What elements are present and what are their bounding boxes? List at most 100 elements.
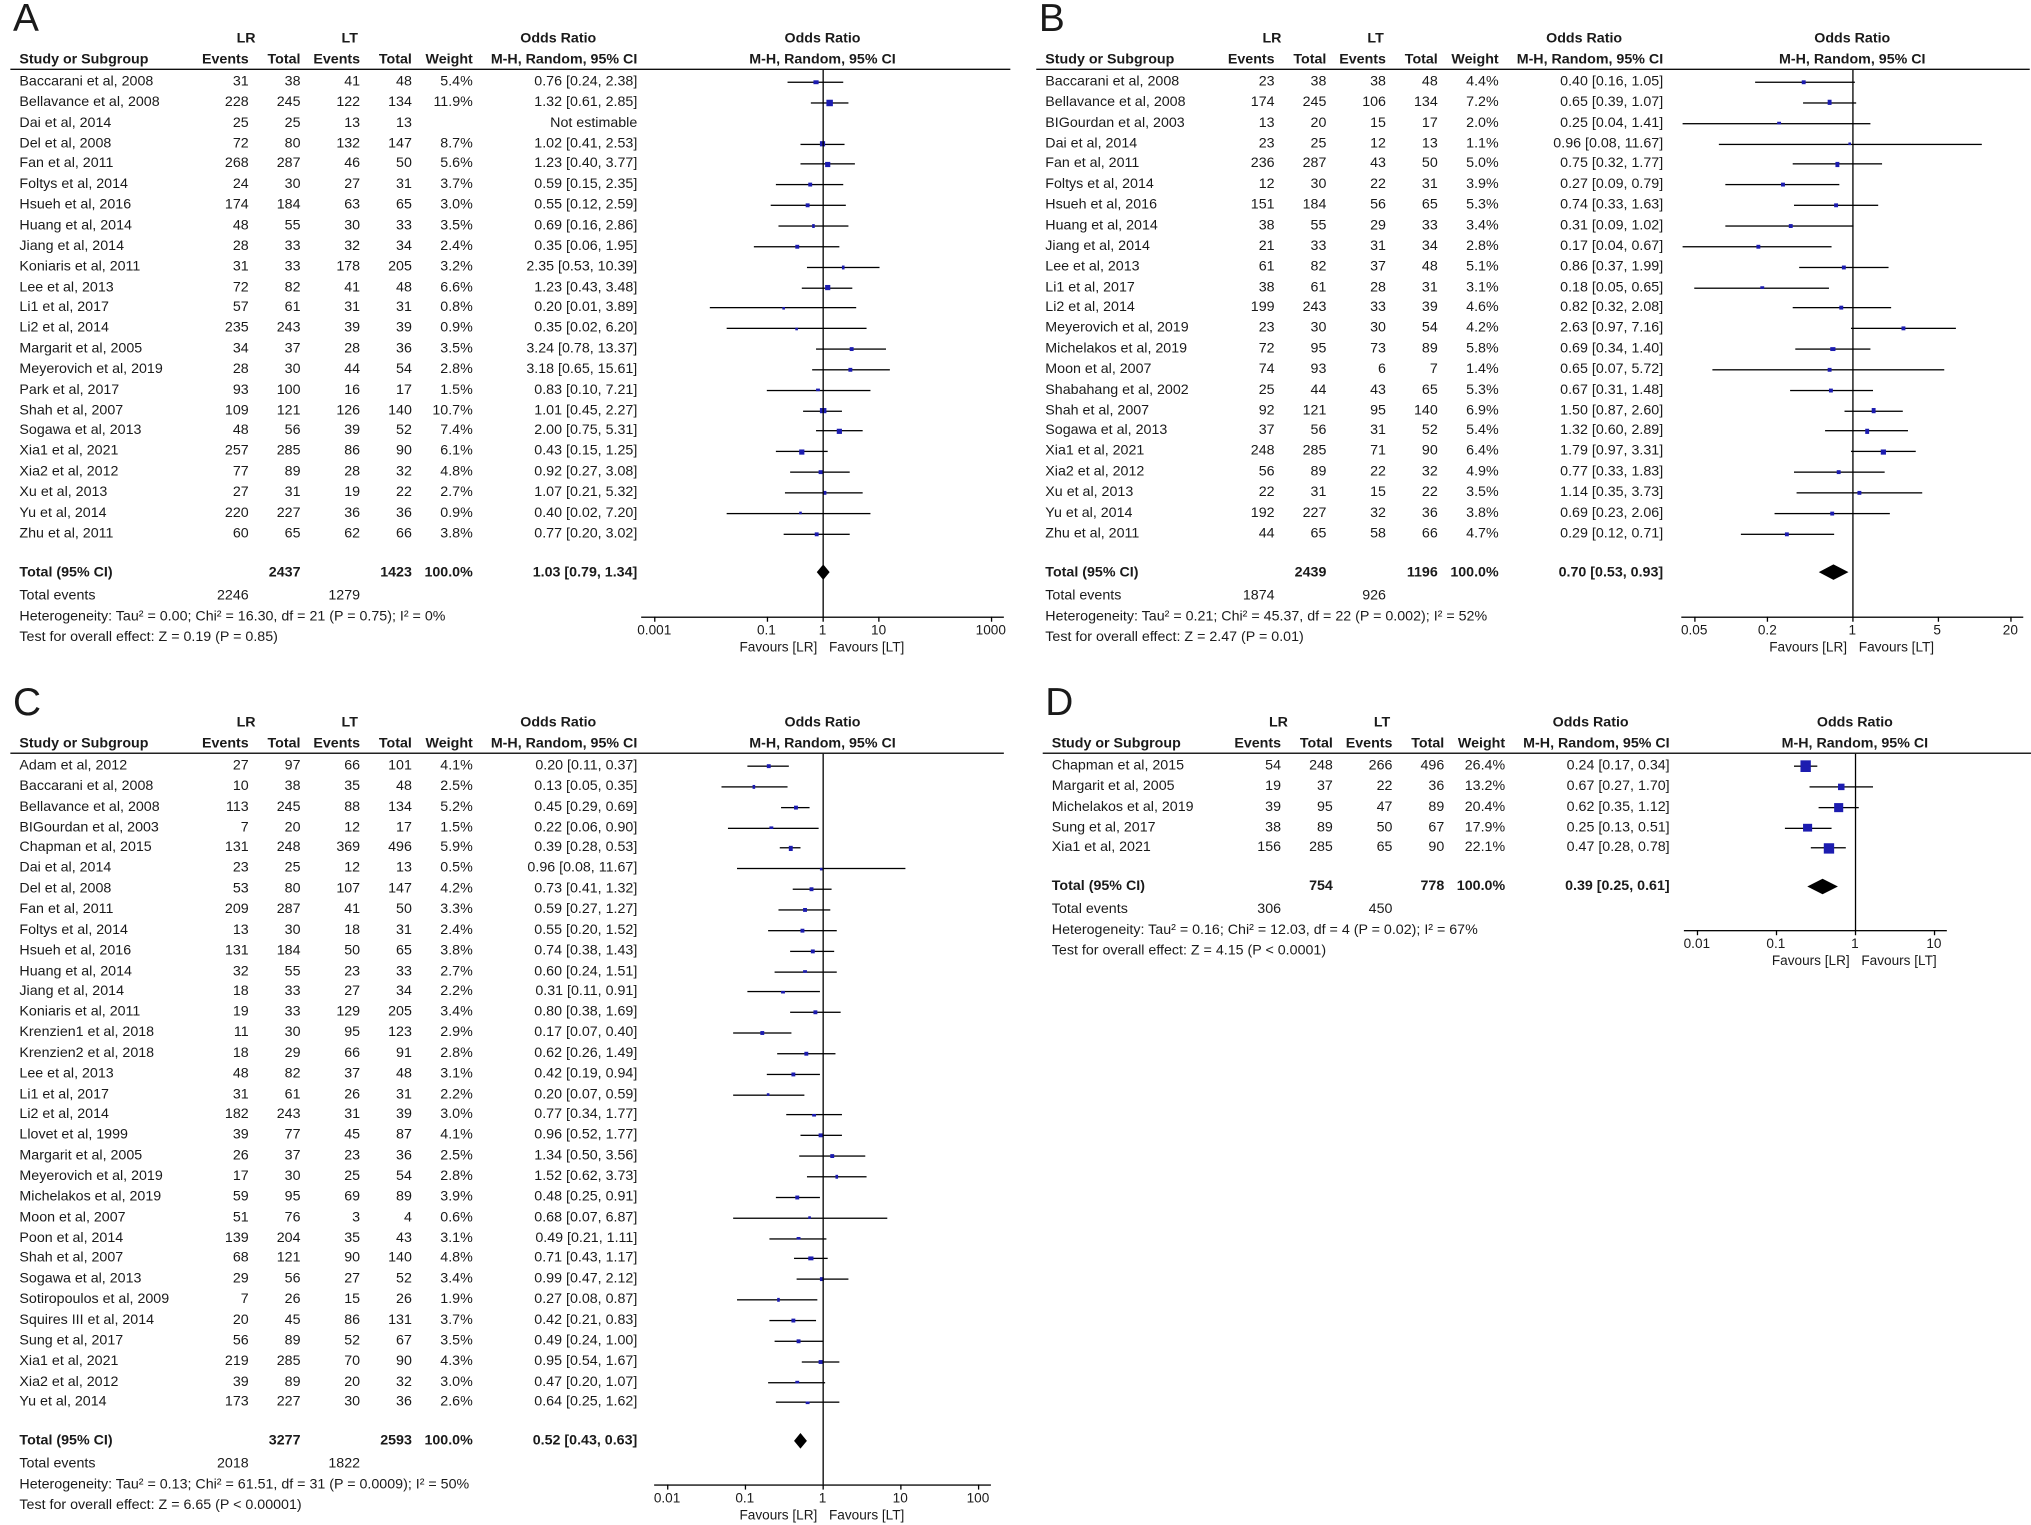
study-name: Xia2 et al, 2012 xyxy=(19,1373,119,1390)
lr-total: 29 xyxy=(284,1045,301,1061)
point-estimate-marker xyxy=(808,1216,811,1220)
weight: 4.1% xyxy=(440,757,473,774)
point-estimate-marker xyxy=(1759,285,1764,290)
study-name: Shah et al, 2007 xyxy=(1045,402,1150,418)
lt-events: 50 xyxy=(1376,819,1393,835)
lt-events: 43 xyxy=(1370,381,1386,398)
lt-events: 22 xyxy=(1370,463,1386,480)
point-estimate-marker xyxy=(793,805,798,810)
lr-events: 219 xyxy=(224,1353,249,1369)
column-header-method: M-H, Random, 95% CI xyxy=(490,51,638,68)
point-estimate-marker xyxy=(751,784,756,789)
lr-events: 38 xyxy=(1265,819,1282,835)
plot-title: Odds Ratio xyxy=(1816,715,1893,731)
weight: 11.9% xyxy=(433,94,473,110)
point-estimate-marker xyxy=(795,327,799,331)
column-header-study: Study or Subgroup xyxy=(1045,51,1175,68)
lt-total: 34 xyxy=(396,983,412,1000)
point-estimate-marker xyxy=(849,347,853,352)
weight: 7.4% xyxy=(440,422,473,439)
lr-events: 19 xyxy=(1265,778,1282,794)
lt-total: 48 xyxy=(396,73,412,90)
lt-total: 54 xyxy=(396,1168,412,1184)
lr-total: 30 xyxy=(1310,176,1327,193)
study-name: Huang et al, 2014 xyxy=(19,963,132,979)
weight: 1.5% xyxy=(440,819,473,835)
lt-total: 89 xyxy=(1428,798,1445,815)
lr-events: 72 xyxy=(232,135,249,151)
column-header-study: Study or Subgroup xyxy=(1051,735,1181,752)
weight: 3.1% xyxy=(440,1229,473,1246)
weight: 3.4% xyxy=(440,1271,473,1287)
weight: 4.3% xyxy=(440,1353,473,1369)
lr-events: 56 xyxy=(1258,463,1275,480)
lt-total: 48 xyxy=(396,778,412,794)
odds-ratio-ci: 1.23 [0.40, 3.77] xyxy=(534,155,638,172)
lt-events: 6 xyxy=(1378,361,1386,377)
confidence-interval-line xyxy=(1682,245,1832,248)
study-name: Hsueh et al, 2016 xyxy=(1045,197,1158,213)
lt-total: 67 xyxy=(396,1332,412,1349)
study-name: Jiang et al, 2014 xyxy=(19,983,125,1000)
odds-ratio-ci: 0.55 [0.20, 1.52] xyxy=(534,921,638,938)
lr-total: 61 xyxy=(284,1086,301,1102)
study-name: Koniaris et al, 2011 xyxy=(19,1004,141,1020)
lt-events: 88 xyxy=(344,798,361,815)
weight: 5.4% xyxy=(1466,422,1499,439)
lr-events: 235 xyxy=(224,320,249,336)
study-name: Hsueh et al, 2016 xyxy=(19,197,132,213)
study-name: Shah et al, 2007 xyxy=(19,402,124,418)
odds-ratio-ci: 2.63 [0.97, 7.16] xyxy=(1560,320,1664,336)
lt-events: 369 xyxy=(336,839,361,856)
lr-total: 26 xyxy=(284,1291,301,1308)
lr-events: 31 xyxy=(232,1086,249,1102)
diamond-shape xyxy=(1807,878,1838,895)
favours-right-label: Favours [LT] xyxy=(1858,639,1935,656)
lt-total: 65 xyxy=(1421,197,1438,213)
lr-total: 56 xyxy=(284,1271,301,1287)
lr-events: 18 xyxy=(232,983,249,1000)
lt-total: 89 xyxy=(1421,340,1438,357)
lt-events: 28 xyxy=(344,463,361,480)
pooled-estimate-diamond xyxy=(794,1433,807,1449)
lt-events: 35 xyxy=(344,778,361,794)
x-tick-label: 10 xyxy=(871,622,887,639)
lr-events: 131 xyxy=(224,839,249,856)
study-name: Hsueh et al, 2016 xyxy=(19,942,132,959)
point-estimate-marker xyxy=(766,1092,770,1097)
odds-ratio-ci: 1.34 [0.50, 3.56] xyxy=(534,1147,638,1164)
point-estimate-marker xyxy=(1828,368,1832,372)
point-estimate-marker xyxy=(834,1175,839,1179)
weight: 2.8% xyxy=(440,1045,473,1061)
point-estimate-marker xyxy=(1837,783,1845,791)
lr-events: 113 xyxy=(225,798,249,815)
point-estimate-marker xyxy=(1864,429,1870,434)
point-estimate-marker xyxy=(781,990,785,994)
lt-events: 37 xyxy=(1370,258,1386,275)
lt-total: 140 xyxy=(1414,402,1438,418)
study-name: Adam et al, 2012 xyxy=(19,757,128,774)
column-header-lr-total: Total xyxy=(267,735,301,752)
point-estimate-marker xyxy=(776,1298,780,1302)
study-name: Xia1 et al, 2021 xyxy=(1051,839,1151,856)
lt-events: 73 xyxy=(1370,340,1386,357)
weight: 2.8% xyxy=(1466,238,1499,254)
lr-total: 30 xyxy=(1310,320,1327,336)
point-estimate-marker xyxy=(1848,142,1852,146)
lt-total: 32 xyxy=(1421,463,1438,480)
lr-total: 30 xyxy=(284,176,301,193)
lr-total: 37 xyxy=(284,340,301,357)
odds-ratio-ci: 0.77 [0.33, 1.83] xyxy=(1560,463,1664,480)
group-label-lt: LT xyxy=(341,31,358,47)
column-header-lr-events: Events xyxy=(201,735,249,752)
lr-total: 89 xyxy=(284,1373,301,1390)
odds-ratio-ci: 0.96 [0.08, 11.67] xyxy=(1553,135,1664,151)
point-estimate-marker xyxy=(1857,490,1862,495)
lt-events: 56 xyxy=(1370,197,1386,213)
lt-total: 17 xyxy=(396,381,412,398)
weight: 6.1% xyxy=(440,443,473,459)
lr-events: 72 xyxy=(1258,340,1275,357)
study-name: Xia1 et al, 2021 xyxy=(19,1353,119,1369)
lt-events: 26 xyxy=(344,1086,361,1102)
study-name: Li1 et al, 2017 xyxy=(19,1086,109,1102)
